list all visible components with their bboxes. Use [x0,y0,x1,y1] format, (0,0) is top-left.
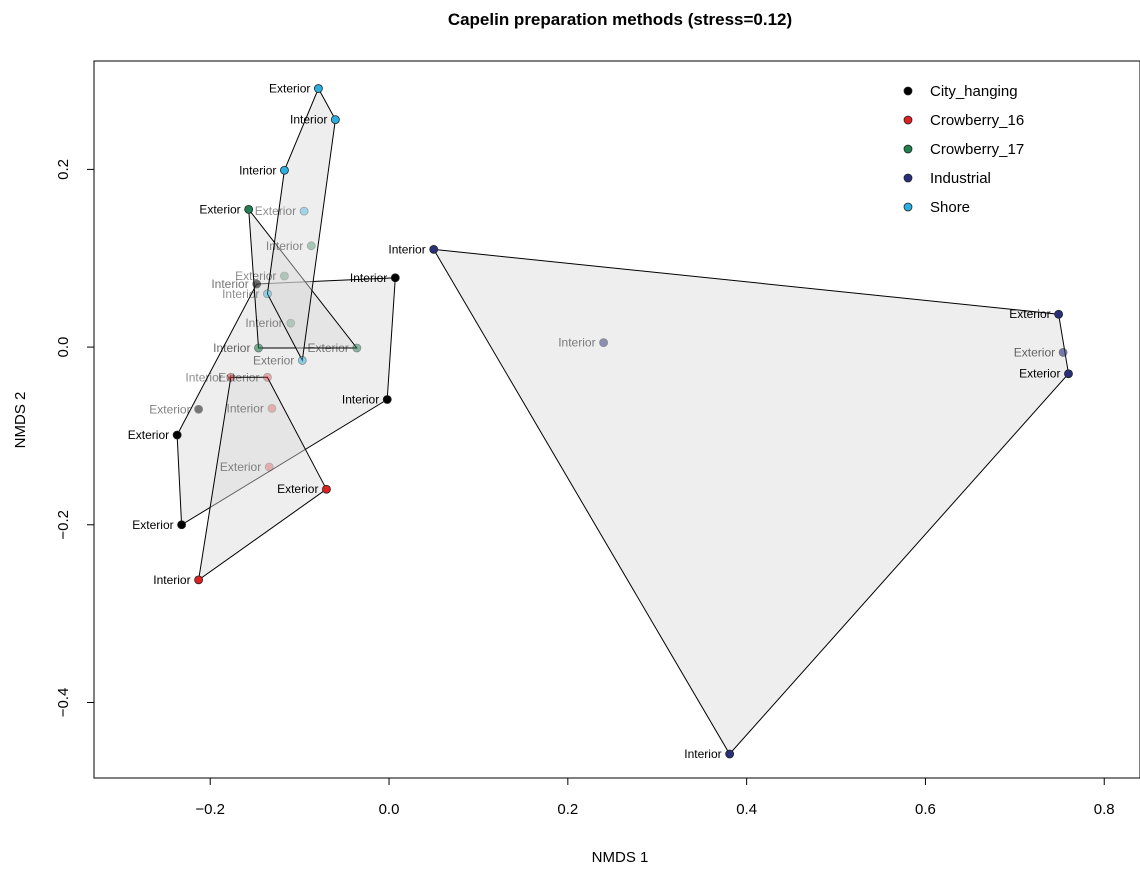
point-crowberry-16 [264,462,274,472]
point-label-shore: Interior [239,163,276,177]
x-tick-label: 0.2 [557,801,578,818]
hull-crowberry-17 [248,207,358,349]
point-label-city-hanging: Exterior [149,402,190,416]
y-tick-label: 0.0 [55,337,72,358]
point-label-industrial: Exterior [1019,367,1060,381]
legend-label: Shore [930,199,970,216]
point-label-city-hanging: Interior [350,271,387,285]
point-crowberry-16 [322,484,331,494]
point-label-industrial: Interior [684,747,721,761]
legend-marker [903,144,913,154]
point-label-crowberry-16: Interior [153,573,190,587]
point-shore [263,289,272,299]
x-tick-label: 0.0 [379,801,400,818]
plot-area: InteriorInteriorInteriorExteriorExterior… [55,60,1140,818]
legend-marker [903,173,913,183]
point-label-shore: Interior [290,113,327,127]
legend-label: Crowberry_17 [930,141,1024,158]
point-label-crowberry-16: Exterior [218,370,259,384]
point-label-industrial: Exterior [1014,345,1055,359]
hull-city-hanging [176,277,396,526]
point-label-crowberry-17: Interior [245,316,282,330]
y-axis-label: NMDS 2 [12,392,29,449]
point-label-city-hanging: Interior [342,393,379,407]
point-shore [330,115,340,125]
point-label-city-hanging: Exterior [132,518,173,532]
point-crowberry-17 [286,318,296,328]
legend-label: Industrial [930,170,991,187]
point-label-city-hanging: Exterior [128,428,169,442]
point-industrial [1054,309,1064,319]
point-industrial [599,338,608,348]
hull-shore [266,87,336,363]
point-crowberry-16 [194,575,204,585]
point-label-crowberry-17: Exterior [199,202,240,216]
legend-marker [903,202,913,212]
plot-frame [93,60,1140,779]
point-city-hanging [177,520,187,530]
point-label-crowberry-17: Interior [266,239,303,253]
point-label-industrial: Interior [388,242,425,256]
point-crowberry-17 [280,271,289,281]
point-shore [313,84,323,93]
point-shore [297,356,307,365]
x-tick-label: 0.8 [1094,801,1115,818]
chart-title: Capelin preparation methods (stress=0.12… [448,10,792,29]
x-tick-label: 0.4 [736,801,757,818]
point-industrial [1058,348,1068,357]
point-label-crowberry-17: Exterior [307,341,348,355]
point-city-hanging [194,404,204,414]
legend: City_hanging Crowberry_16 Crowberry_17 Indu… [903,83,1024,216]
point-label-crowberry-16: Exterior [277,482,318,496]
point-crowberry-16 [263,372,272,382]
point-crowberry-16 [267,403,277,413]
point-label-shore: Exterior [255,204,296,218]
y-tick-label: −0.2 [55,510,72,540]
point-industrial [1064,369,1073,379]
point-industrial [429,244,439,254]
y-tick-label: −0.4 [55,688,72,718]
legend-marker [903,86,913,96]
legend-label: Crowberry_16 [930,112,1024,129]
point-city-hanging [172,430,182,440]
point-shore [280,165,289,175]
point-city-hanging [390,273,400,283]
point-label-crowberry-16: Exterior [220,460,261,474]
point-label-shore: Exterior [269,82,310,96]
x-tick-label: 0.6 [915,801,936,818]
x-tick-label: −0.2 [195,801,225,818]
point-crowberry-17 [254,343,263,353]
y-tick-label: 0.2 [55,159,72,180]
point-label-shore: Exterior [253,353,294,367]
hull-industrial [432,248,1070,755]
point-city-hanging [382,395,392,404]
point-label-industrial: Interior [558,336,595,350]
legend-label: City_hanging [930,83,1018,100]
point-shore [299,206,309,216]
point-label-crowberry-17: Interior [213,341,250,355]
point-label-industrial: Exterior [1009,307,1050,321]
point-city-hanging [252,279,262,289]
point-label-crowberry-16: Interior [227,401,264,415]
point-crowberry-17 [352,343,362,353]
x-axis-label: NMDS 1 [592,849,649,866]
point-label-shore: Interior [222,287,259,301]
point-crowberry-17 [244,204,254,214]
point-crowberry-17 [306,241,316,251]
point-label-city-hanging: Interior [211,277,248,291]
point-label-crowberry-17: Exterior [235,269,276,283]
point-label-crowberry-16: Interior [185,370,222,384]
legend-marker [903,115,913,125]
point-industrial [725,749,735,759]
point-crowberry-16 [226,372,236,382]
